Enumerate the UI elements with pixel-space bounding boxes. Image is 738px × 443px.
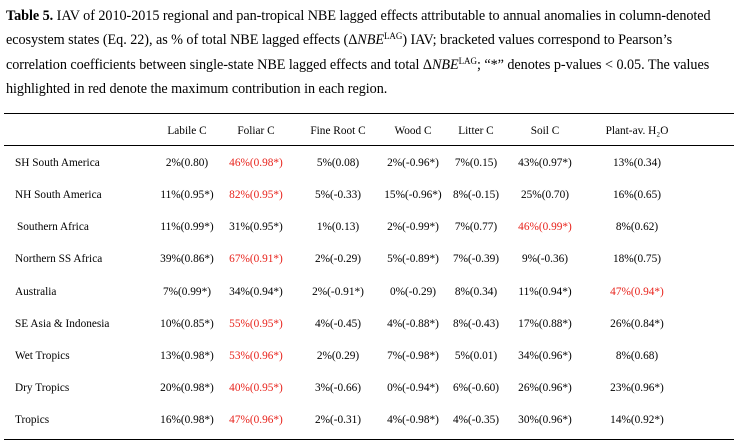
table-cell: 14%(0.92*) bbox=[610, 414, 664, 426]
table-cell-max: 67%(0.91*) bbox=[229, 253, 283, 265]
table-cell: 8%(-0.15) bbox=[452, 189, 500, 201]
table-cell: 7%(-0.39) bbox=[452, 253, 500, 265]
table-cell: 4%(-0.35) bbox=[452, 414, 500, 426]
table-caption: Table 5. IAV of 2010-2015 regional and p… bbox=[6, 4, 732, 101]
table-cell: 2%(0.80) bbox=[165, 157, 209, 169]
table-cell: 11%(0.99*) bbox=[160, 221, 214, 233]
table-cell: 2%(-0.91*) bbox=[312, 286, 364, 298]
table-cell: 4%(-0.98*) bbox=[387, 414, 439, 426]
column-header: Soil C bbox=[530, 125, 560, 137]
table-cell-max: 53%(0.96*) bbox=[229, 350, 283, 362]
table-cell-max: 47%(0.96*) bbox=[229, 414, 283, 426]
table-cell: 5%(-0.89*) bbox=[387, 253, 439, 265]
table-cell: 2%(-0.31) bbox=[314, 414, 362, 426]
table-cell: 5%(0.01) bbox=[454, 350, 498, 362]
table-cell-max: 47%(0.94*) bbox=[610, 286, 664, 298]
table-cell: 5%(0.08) bbox=[316, 157, 360, 169]
caption-italic: NBE bbox=[431, 56, 459, 73]
table-cell: 7%(0.99*) bbox=[162, 286, 211, 298]
table-cell: 8%(0.68) bbox=[615, 350, 659, 362]
column-header: Labile C bbox=[167, 125, 207, 137]
table-cell: 8%(0.62) bbox=[615, 221, 659, 233]
row-region-label: NH South America bbox=[15, 189, 102, 201]
row-region-label: Tropics bbox=[15, 414, 50, 426]
table-cell: 34%(0.96*) bbox=[518, 350, 572, 362]
table-cell-max: 40%(0.95*) bbox=[229, 382, 283, 394]
table-cell: 7%(0.15) bbox=[454, 157, 498, 169]
table-cell: 17%(0.88*) bbox=[518, 318, 572, 330]
table-cell: 5%(-0.33) bbox=[314, 189, 362, 201]
caption-label: Table 5. bbox=[6, 8, 54, 24]
table-cell: 16%(0.98*) bbox=[160, 414, 214, 426]
table-cell: 26%(0.84*) bbox=[610, 318, 664, 330]
table-cell: 13%(0.98*) bbox=[160, 350, 214, 362]
table-cell: 16%(0.65) bbox=[612, 189, 661, 201]
caption-italic: NBE bbox=[357, 32, 384, 49]
table-cell: 39%(0.86*) bbox=[160, 253, 214, 265]
table-cell: 30%(0.96*) bbox=[518, 414, 572, 426]
table-cell-max: 46%(0.99*) bbox=[518, 221, 572, 233]
table-cell: 4%(-0.88*) bbox=[387, 318, 439, 330]
row-region-label: Wet Tropics bbox=[15, 350, 70, 362]
row-region-label: SH South America bbox=[15, 157, 100, 169]
column-header: Foliar C bbox=[237, 125, 275, 137]
caption-superscript: LAG bbox=[458, 55, 477, 66]
table-cell: 15%(-0.96*) bbox=[384, 189, 442, 201]
data-table: Labile C Foliar C Fine Root C Wood C Litter … bbox=[4, 113, 734, 440]
row-region-label: Australia bbox=[15, 286, 57, 298]
table-cell: 6%(-0.60) bbox=[452, 382, 500, 394]
table-cell-max: 82%(0.95*) bbox=[229, 189, 283, 201]
table-cell: 26%(0.96*) bbox=[518, 382, 572, 394]
table-cell: 0%(-0.29) bbox=[389, 286, 437, 298]
column-header: Litter C bbox=[458, 125, 494, 137]
table-cell: 31%(0.95*) bbox=[229, 221, 283, 233]
caption-text: IAV of 2010-2015 regional and pan-tropic… bbox=[6, 8, 711, 49]
column-header: Wood C bbox=[394, 125, 432, 137]
table-cell: 8%(-0.43) bbox=[452, 318, 500, 330]
table-cell: 11%(0.94*) bbox=[518, 286, 572, 298]
table-cell: 34%(0.94*) bbox=[229, 286, 283, 298]
table-cell: 3%(-0.66) bbox=[314, 382, 362, 394]
caption-superscript: LAG bbox=[383, 31, 403, 42]
table-cell: 11%(0.95*) bbox=[160, 189, 214, 201]
row-region-label: Dry Tropics bbox=[15, 382, 70, 394]
table-cell: 13%(0.34) bbox=[612, 157, 661, 169]
table-cell: 7%(-0.98*) bbox=[387, 350, 439, 362]
row-region-label: SE Asia & Indonesia bbox=[15, 318, 110, 330]
table-cell: 25%(0.70) bbox=[520, 189, 569, 201]
table-cell-max: 46%(0.98*) bbox=[229, 157, 283, 169]
table-cell: 1%(0.13) bbox=[316, 221, 360, 233]
column-header: Fine Root C bbox=[310, 125, 366, 137]
row-region-label: Southern Africa bbox=[17, 221, 89, 233]
table-cell: 18%(0.75) bbox=[612, 253, 661, 265]
table-cell: 20%(0.98*) bbox=[160, 382, 214, 394]
table-cell: 43%(0.97*) bbox=[518, 157, 572, 169]
table-cell: 23%(0.96*) bbox=[610, 382, 664, 394]
table-cell: 10%(0.85*) bbox=[160, 318, 214, 330]
caption-text: ; “*” denotes p-values < 0.05. The value… bbox=[6, 56, 710, 97]
table-cell: 2%(-0.29) bbox=[314, 253, 362, 265]
column-header: Plant-av. H₂O bbox=[605, 125, 669, 137]
header-rule bbox=[4, 145, 734, 146]
table-cell: 2%(-0.96*) bbox=[387, 157, 439, 169]
table-cell: 9%(-0.36) bbox=[521, 253, 569, 265]
table-cell: 4%(-0.45) bbox=[314, 318, 362, 330]
caption-text: ) IAV; bracketed values correspond to Pe… bbox=[6, 32, 673, 73]
table-cell: 7%(0.77) bbox=[454, 221, 498, 233]
table-cell: 0%(-0.94*) bbox=[387, 382, 439, 394]
table-cell-max: 55%(0.95*) bbox=[229, 318, 283, 330]
table-cell: 8%(0.34) bbox=[454, 286, 498, 298]
table-cell: 2%(0.29) bbox=[316, 350, 360, 362]
table-cell: 2%(-0.99*) bbox=[387, 221, 439, 233]
row-region-label: Northern SS Africa bbox=[15, 253, 103, 265]
